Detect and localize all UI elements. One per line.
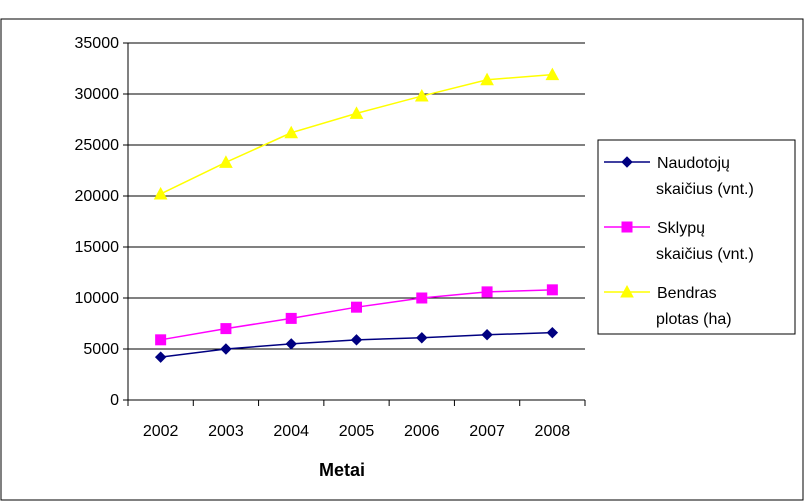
y-tick-label: 20000 xyxy=(75,188,120,205)
x-tick-label: 2002 xyxy=(143,423,179,440)
data-point-diamond xyxy=(285,338,297,350)
legend: Naudotojų skaičius (vnt.) Sklypų skaičius (… xyxy=(597,139,796,335)
data-point-triangle xyxy=(545,67,560,81)
cropped-header xyxy=(0,0,805,20)
y-tick-label: 30000 xyxy=(75,86,120,103)
x-tick-label: 2004 xyxy=(273,423,309,440)
gridlines xyxy=(128,42,585,350)
data-point-triangle xyxy=(480,72,494,86)
series-group xyxy=(153,67,560,363)
data-point-square xyxy=(155,334,167,346)
data-point-triangle xyxy=(219,155,233,168)
y-tick-label: 15000 xyxy=(75,239,120,256)
legend-marker-square xyxy=(621,221,633,233)
data-point-diamond xyxy=(546,326,559,339)
data-point-diamond xyxy=(416,332,428,344)
y-tick-label: 10000 xyxy=(75,290,120,307)
data-point-square xyxy=(351,301,362,313)
legend-box xyxy=(597,139,796,335)
data-point-diamond xyxy=(220,343,232,355)
data-point-square xyxy=(220,323,232,335)
legend-marker-triangle xyxy=(620,284,634,298)
x-axis-title: Metai xyxy=(319,460,365,480)
y-tick-label: 35000 xyxy=(75,35,120,52)
data-point-triangle xyxy=(349,106,364,119)
x-tick-label: 2006 xyxy=(404,423,440,440)
x-tick-label: 2008 xyxy=(535,423,571,440)
x-tick-labels: 2002 2003 2004 2005 2006 2007 2008 xyxy=(143,423,570,440)
x-tick-label: 2007 xyxy=(469,423,505,440)
legend-label: skaičius (vnt.) xyxy=(656,181,754,198)
y-tick-label: 25000 xyxy=(75,137,120,154)
legend-label: skaičius (vnt.) xyxy=(656,246,754,263)
legend-label: Sklypų xyxy=(657,220,705,237)
data-point-square xyxy=(416,292,428,304)
data-point-square xyxy=(285,312,297,324)
data-point-diamond xyxy=(481,329,493,341)
legend-label: plotas (ha) xyxy=(656,311,732,328)
data-point-triangle xyxy=(153,186,168,200)
data-point-diamond xyxy=(350,334,363,346)
axes xyxy=(123,42,586,406)
legend-label: Naudotojų xyxy=(657,155,730,172)
data-point-triangle xyxy=(414,88,429,102)
x-tick-label: 2003 xyxy=(208,423,244,440)
data-point-triangle xyxy=(284,125,299,139)
y-tick-labels: 0 5000 10000 15000 20000 25000 30000 35000 xyxy=(75,35,120,409)
y-tick-label: 0 xyxy=(110,392,119,409)
data-point-square xyxy=(481,286,493,298)
data-point-diamond xyxy=(154,351,167,363)
y-tick-label: 5000 xyxy=(83,341,119,358)
x-tick-label: 2005 xyxy=(339,423,375,440)
legend-marker-diamond xyxy=(621,156,633,168)
legend-label: Bendras xyxy=(657,285,717,302)
data-point-square xyxy=(546,284,558,296)
